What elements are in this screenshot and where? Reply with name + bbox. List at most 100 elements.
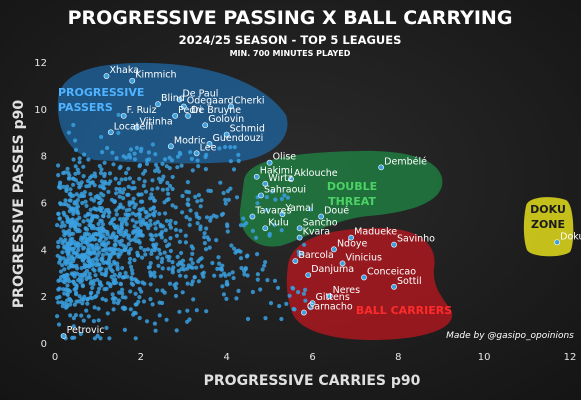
- labeled-player-point: [129, 77, 136, 84]
- player-point: [114, 212, 119, 217]
- player-point: [187, 317, 192, 322]
- player-point: [87, 250, 92, 255]
- player-point: [60, 250, 65, 255]
- player-point: [225, 224, 230, 229]
- player-point: [118, 164, 123, 169]
- player-point: [130, 282, 136, 287]
- player-point: [105, 145, 110, 151]
- player-point: [245, 316, 251, 322]
- player-point: [137, 207, 142, 212]
- player-point: [218, 180, 223, 185]
- player-point: [167, 281, 173, 286]
- player-point: [144, 161, 150, 166]
- player-point: [130, 271, 135, 276]
- y-tick-label: 6: [41, 199, 47, 210]
- player-point: [132, 205, 137, 210]
- player-point: [98, 171, 104, 176]
- player-point: [163, 211, 168, 216]
- player-point: [214, 238, 219, 243]
- y-axis-label: PROGRESSIVE PASSES p90: [11, 100, 27, 308]
- player-point: [188, 150, 193, 155]
- player-point: [155, 186, 160, 191]
- player-point: [234, 195, 240, 200]
- player-label: Blind: [161, 93, 185, 104]
- player-point: [153, 152, 158, 157]
- player-point: [140, 255, 145, 260]
- player-point: [185, 266, 190, 271]
- player-point: [68, 224, 73, 229]
- player-point: [179, 163, 184, 168]
- player-point: [85, 231, 90, 237]
- player-point: [139, 222, 144, 227]
- player-point: [61, 184, 66, 189]
- player-point: [173, 220, 178, 225]
- player-point: [82, 294, 87, 299]
- player-point: [147, 264, 152, 269]
- player-point: [242, 268, 247, 274]
- zone-labels: PROGRESSIVE PASSERS DOUBLE THREAT BALL CARRI…: [58, 86, 566, 317]
- player-point: [66, 203, 71, 208]
- player-point: [215, 266, 220, 271]
- player-point: [120, 291, 125, 296]
- labeled-player-point: [326, 293, 333, 300]
- player-point: [141, 183, 146, 188]
- player-point: [152, 274, 157, 279]
- player-point: [80, 274, 85, 279]
- player-point: [139, 192, 144, 197]
- player-point: [159, 232, 164, 237]
- player-point: [133, 212, 139, 218]
- x-tick-label: 0: [52, 352, 58, 363]
- player-point: [183, 274, 188, 279]
- player-point: [277, 303, 282, 309]
- player-point: [174, 281, 179, 286]
- player-point: [102, 287, 107, 292]
- player-point: [137, 286, 142, 292]
- player-point: [67, 289, 72, 294]
- player-point: [135, 229, 140, 234]
- player-point: [75, 252, 80, 257]
- player-point: [159, 259, 164, 265]
- player-point: [61, 202, 66, 207]
- player-point: [139, 233, 144, 238]
- player-point: [148, 282, 153, 287]
- player-point: [85, 301, 90, 306]
- player-point: [104, 267, 109, 272]
- player-point: [301, 291, 306, 296]
- labeled-player-point: [318, 213, 324, 220]
- y-tick-label: 10: [34, 105, 47, 116]
- player-point: [94, 242, 99, 247]
- labeled-player-point: [185, 112, 191, 119]
- player-point: [250, 289, 255, 295]
- player-point: [308, 207, 313, 212]
- player-point: [204, 215, 210, 220]
- player-point: [113, 176, 118, 181]
- player-point: [112, 273, 117, 278]
- player-point: [115, 261, 120, 266]
- player-point: [117, 271, 123, 276]
- player-point: [133, 336, 138, 341]
- player-point: [110, 269, 115, 274]
- player-point: [229, 243, 234, 248]
- player-point: [185, 308, 190, 313]
- player-point: [143, 252, 148, 257]
- player-point: [81, 164, 86, 169]
- player-point: [160, 224, 166, 229]
- labeled-player-point: [348, 234, 355, 241]
- player-point: [80, 301, 85, 306]
- player-point: [93, 174, 98, 179]
- y-tick-label: 12: [34, 58, 47, 69]
- zone-label-passers: PASSERS: [58, 101, 113, 114]
- player-point: [90, 285, 95, 290]
- player-point: [141, 299, 147, 304]
- player-point: [231, 167, 237, 172]
- player-point: [165, 243, 170, 249]
- player-point: [116, 112, 121, 117]
- player-label: Odegaard: [187, 95, 234, 106]
- player-point: [160, 187, 165, 192]
- player-point: [62, 244, 67, 249]
- player-point: [148, 232, 153, 237]
- player-point: [111, 162, 116, 167]
- player-point: [264, 195, 269, 200]
- player-point: [56, 287, 61, 292]
